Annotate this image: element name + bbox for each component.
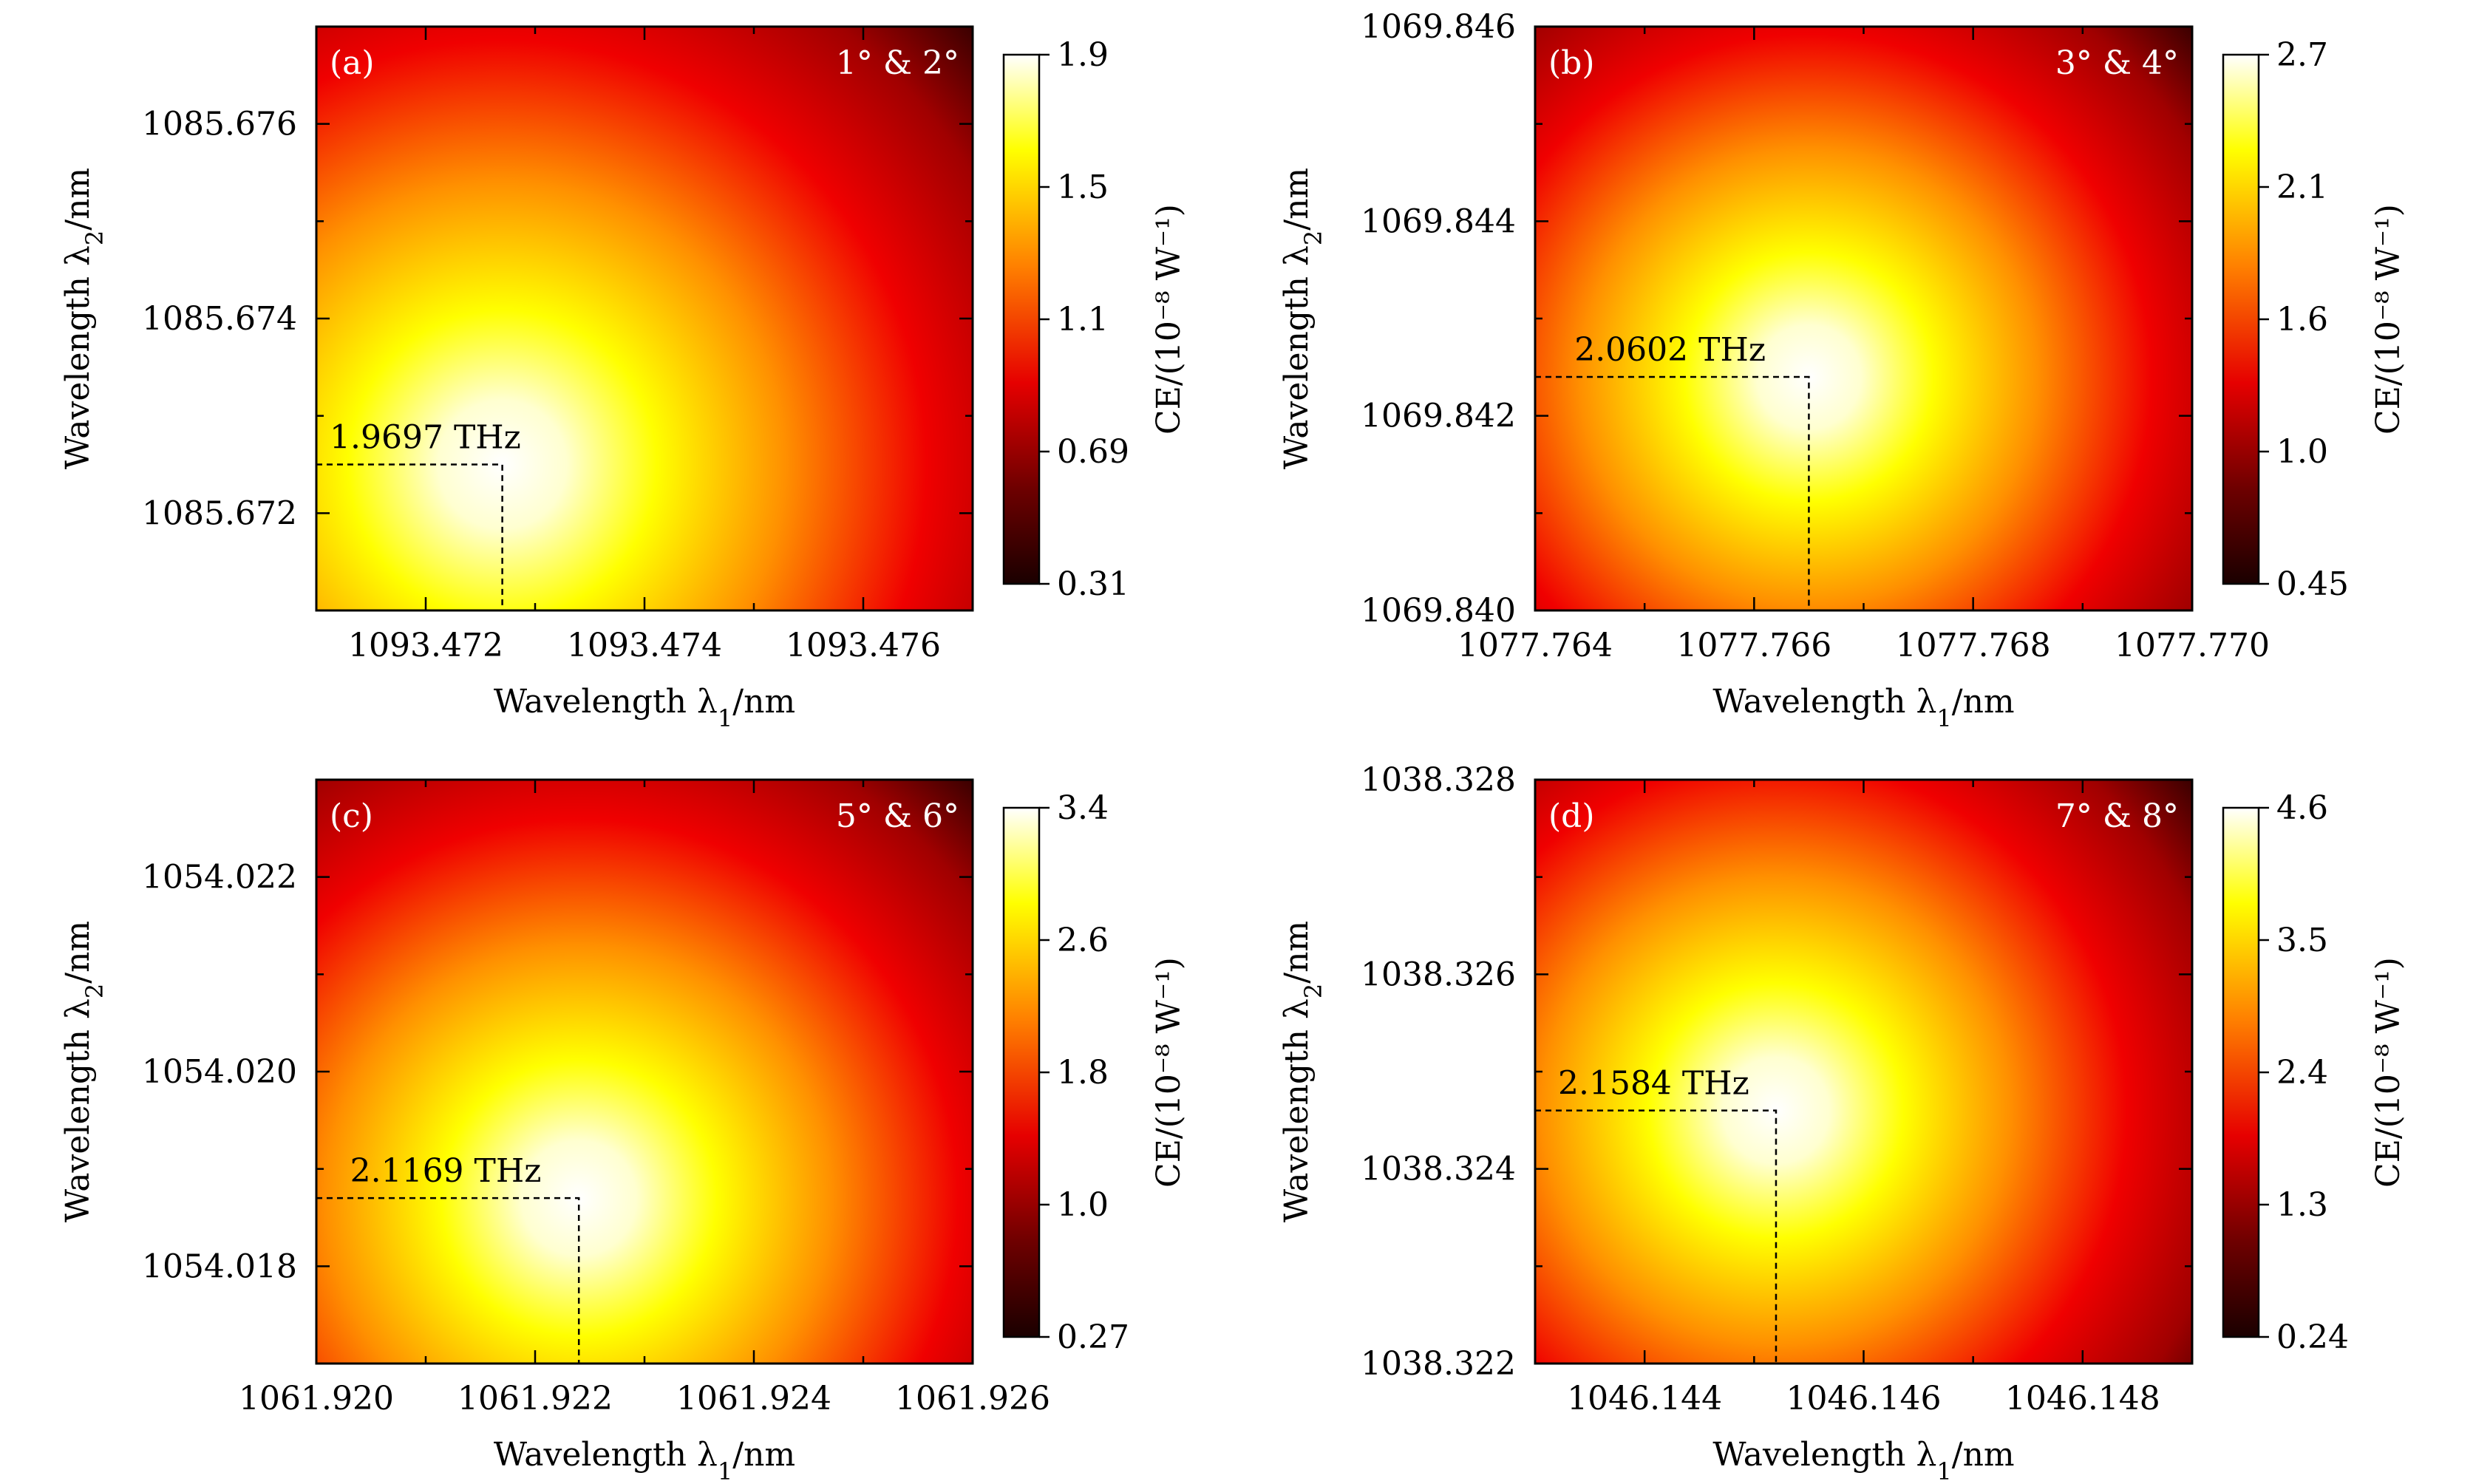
colorbar-tick-label: 4.6 [2276, 789, 2328, 827]
colorbar-title: CE/(10⁻⁸ W⁻¹) [1150, 957, 1188, 1188]
colorbar-tick-label: 1.3 [2276, 1186, 2328, 1224]
y-axis-title: Wavelength λ2/nm [1278, 168, 1327, 469]
y-tick-label: 1085.672 [142, 494, 297, 532]
colorbar-title: CE/(10⁻⁸ W⁻¹) [2370, 957, 2407, 1188]
x-axis-title: Wavelength λ1/nm [1712, 1436, 2014, 1484]
y-tick-label: 1038.322 [1361, 1345, 1516, 1383]
x-tick-label: 1046.148 [2005, 1380, 2160, 1417]
colorbar-tick-label: 1.6 [2276, 301, 2328, 338]
panel-label: (b) [1548, 44, 1595, 82]
heatmap-surface [316, 780, 973, 1364]
angle-label: 1° & 2° [836, 44, 959, 82]
y-axis-title: Wavelength λ2/nm [1278, 921, 1327, 1222]
panel-label: (d) [1548, 797, 1595, 835]
colorbar-tick-label: 0.69 [1057, 433, 1129, 471]
peak-marker-dashed-lines [1535, 375, 1810, 610]
colorbar-tick-label: 1.1 [1057, 301, 1109, 338]
y-tick-label: 1054.020 [142, 1053, 297, 1091]
x-tick-label: 1077.768 [1896, 627, 2051, 664]
angle-label: 5° & 6° [836, 797, 959, 835]
peak-frequency-label: 2.0602 THz [1574, 331, 1766, 369]
x-tick-label: 1061.926 [895, 1380, 1050, 1417]
y-tick-label: 1085.674 [142, 300, 297, 338]
colorbar-tick-label: 0.31 [1057, 565, 1129, 603]
y-tick-label: 1038.328 [1361, 761, 1516, 799]
colorbar-tick-label: 0.24 [2276, 1318, 2349, 1356]
y-tick-label: 1069.846 [1361, 8, 1516, 46]
colorbar-tick-label: 0.27 [1057, 1318, 1129, 1356]
x-tick-label: 1061.924 [676, 1380, 831, 1417]
y-tick-label: 1069.840 [1361, 592, 1516, 630]
colorbar-tick-label: 2.6 [1057, 922, 1109, 959]
panel-label: (c) [330, 797, 373, 835]
colorbar-tick-label: 2.4 [2276, 1054, 2328, 1092]
colorbar [1002, 53, 1041, 585]
colorbar-tick-label: 1.5 [1057, 169, 1109, 206]
chart-panel-d: 1046.144 1046.146 1046.148 1038.322 1038.324… [1278, 761, 2407, 1484]
heatmap-surface [1535, 27, 2192, 610]
x-tick-label: 1077.770 [2115, 627, 2270, 664]
x-tick-label: 1093.472 [348, 627, 503, 664]
y-tick-label: 1085.676 [142, 106, 297, 143]
peak-frequency-label: 2.1584 THz [1558, 1065, 1749, 1103]
colorbar-tick-label: 1.9 [1057, 36, 1109, 74]
x-tick-label: 1046.144 [1567, 1380, 1722, 1417]
chart-panel-a: 1093.472 1093.474 1093.476 1085.672 1085.674… [59, 25, 1188, 732]
x-axis-title: Wavelength λ1/nm [494, 683, 795, 732]
x-tick-label: 1061.920 [239, 1380, 394, 1417]
peak-marker-dashed-lines [316, 463, 503, 610]
colorbar [1002, 806, 1041, 1338]
heatmap-surface [1535, 780, 2192, 1364]
y-tick-label: 1054.022 [142, 859, 297, 896]
colorbar [2222, 806, 2260, 1338]
x-axis-title: Wavelength λ1/nm [1712, 683, 2014, 732]
panel-label: (a) [330, 44, 375, 82]
x-tick-label: 1046.146 [1786, 1380, 1942, 1417]
y-tick-label: 1038.326 [1361, 956, 1516, 993]
colorbar-tick-label: 1.0 [2276, 433, 2328, 471]
peak-frequency-label: 2.1169 THz [350, 1152, 542, 1190]
colorbar-tick-label: 1.8 [1057, 1054, 1109, 1092]
colorbar-tick-label: 2.1 [2276, 169, 2328, 206]
y-tick-label: 1069.844 [1361, 202, 1516, 240]
colorbar-tick-label: 3.5 [2276, 922, 2328, 959]
peak-marker-dashed-lines [316, 1197, 580, 1364]
y-tick-label: 1054.018 [142, 1248, 297, 1285]
colorbar-tick-label: 2.7 [2276, 36, 2328, 74]
x-tick-label: 1093.476 [786, 627, 941, 664]
colorbar [2222, 53, 2260, 585]
angle-label: 7° & 8° [2055, 797, 2179, 835]
peak-marker-dashed-lines [1535, 1109, 1778, 1364]
colorbar-tick-label: 1.0 [1057, 1186, 1109, 1224]
chart-panel-b: 1077.764 1077.766 1077.768 1077.770 1069.840… [1278, 8, 2407, 732]
x-tick-label: 1077.766 [1676, 627, 1831, 664]
colorbar-tick-label: 0.45 [2276, 565, 2349, 603]
y-axis-title: Wavelength λ2/nm [59, 168, 109, 469]
y-tick-label: 1069.842 [1361, 398, 1516, 435]
colorbar-title: CE/(10⁻⁸ W⁻¹) [1150, 204, 1188, 435]
x-tick-label: 1077.764 [1457, 627, 1613, 664]
peak-frequency-label: 1.9697 THz [330, 419, 521, 457]
heatmap-surface [316, 27, 973, 610]
x-tick-label: 1093.474 [567, 627, 722, 664]
x-axis-title: Wavelength λ1/nm [494, 1436, 795, 1484]
colorbar-title: CE/(10⁻⁸ W⁻¹) [2370, 204, 2407, 435]
chart-panel-c: 1061.920 1061.922 1061.924 1061.926 1054.018… [59, 778, 1188, 1484]
y-tick-label: 1038.324 [1361, 1151, 1516, 1188]
colorbar-tick-label: 3.4 [1057, 789, 1109, 827]
x-tick-label: 1061.922 [457, 1380, 613, 1417]
y-axis-title: Wavelength λ2/nm [59, 921, 109, 1222]
angle-label: 3° & 4° [2055, 44, 2179, 82]
